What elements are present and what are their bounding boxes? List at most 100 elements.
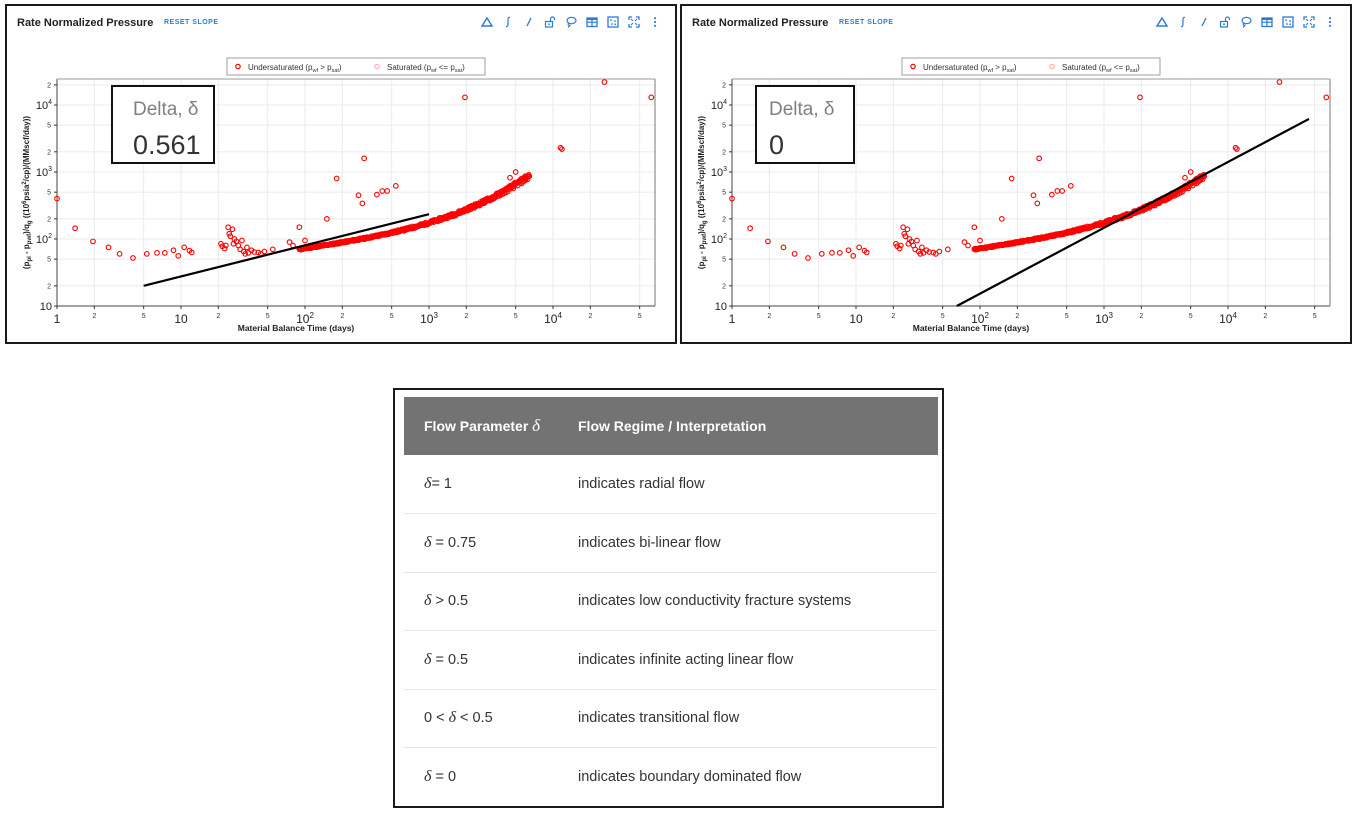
slope-line-icon[interactable] — [1198, 15, 1210, 29]
chart-panel-right: Rate Normalized Pressure RESET SLOPE 1 2 5… — [680, 4, 1352, 344]
delta-label: Delta, δ — [769, 99, 835, 120]
table-row: δ = 0 indicates boundary dominated flow — [404, 748, 938, 807]
interpretation-cell: indicates low conductivity fracture syst… — [578, 572, 938, 631]
svg-text:2: 2 — [47, 149, 51, 156]
x-axis-ticks: 1 2 5 10 2 5 102 2 5 103 2 5 104 2 5 — [729, 306, 1317, 326]
table-row: δ= 1 indicates radial flow — [404, 455, 938, 514]
table-row: δ > 0.5 indicates low conductivity fractu… — [404, 572, 938, 631]
svg-text:1: 1 — [729, 312, 736, 326]
svg-text:5: 5 — [722, 190, 726, 197]
more-vert-icon[interactable] — [1324, 15, 1336, 29]
delta-label: Delta, δ — [133, 99, 199, 120]
chart-toolbar — [481, 15, 661, 29]
svg-text:2: 2 — [47, 283, 51, 290]
reset-slope-button[interactable]: RESET SLOPE — [839, 19, 894, 26]
chart-legend: Undersaturated (pwf > psat) Saturated (pw… — [901, 57, 1161, 76]
flow-parameter-cell: δ= 1 — [404, 455, 578, 514]
svg-text:104: 104 — [544, 311, 562, 326]
svg-text:103: 103 — [420, 311, 438, 326]
header-flow-parameter: Flow Parameter δ — [424, 416, 541, 435]
svg-text:2: 2 — [1263, 313, 1267, 320]
table-icon[interactable] — [586, 15, 598, 29]
panel-title: Rate Normalized Pressure — [692, 17, 829, 29]
slope-fit-line — [956, 117, 1310, 307]
svg-text:2: 2 — [767, 313, 771, 320]
svg-text:10: 10 — [715, 301, 727, 313]
scatter-points — [729, 79, 1330, 261]
flow-parameter-cell: δ = 0 — [424, 768, 457, 785]
interpretation-cell: indicates boundary dominated flow — [578, 769, 802, 785]
svg-text:104: 104 — [1219, 311, 1237, 326]
flow-parameter-cell: δ = 0.75 — [404, 513, 578, 573]
chart-legend: Undersaturated (pwf > psat) Saturated (pw… — [226, 57, 486, 76]
svg-text:(ppi - ppwf)/qg ((106psia2/cp): (ppi - ppwf)/qg ((106psia2/cp)/(MMscf/da… — [22, 116, 33, 270]
unlock-icon[interactable] — [544, 15, 556, 29]
table-row: δ = 0.75 indicates bi-linear flow — [404, 513, 938, 573]
delta-annotation: Delta, δ 0 — [755, 85, 855, 164]
svg-text:2: 2 — [722, 283, 726, 290]
interpretation-cell: indicates radial flow — [578, 455, 938, 514]
chart-toolbar — [1156, 15, 1336, 29]
fullscreen-icon[interactable] — [628, 15, 640, 29]
svg-text:2: 2 — [464, 313, 468, 320]
reset-slope-button[interactable]: RESET SLOPE — [164, 19, 219, 26]
svg-text:10: 10 — [174, 312, 188, 326]
svg-text:103: 103 — [1095, 311, 1113, 326]
flow-regime-table: Flow Parameter δ Flow Regime / Interpret… — [404, 397, 938, 806]
flow-parameter-cell: 0 < δ < 0.5 — [404, 689, 578, 748]
triangle-icon[interactable] — [481, 15, 493, 29]
svg-text:2: 2 — [722, 82, 726, 89]
svg-text:5: 5 — [722, 123, 726, 130]
slope-fit-line — [143, 213, 430, 287]
interpretation-cell: indicates infinite acting linear flow — [578, 630, 938, 690]
delta-annotation: Delta, δ 0.561 — [111, 85, 215, 164]
integral-icon[interactable] — [502, 15, 514, 29]
svg-text:5: 5 — [390, 313, 394, 320]
flow-parameter-cell: δ = 0.5 — [404, 630, 578, 690]
svg-text:5: 5 — [47, 190, 51, 197]
table-icon[interactable] — [1261, 15, 1273, 29]
lasso-icon[interactable] — [1240, 15, 1252, 29]
scatter-points — [54, 79, 655, 261]
svg-text:Material Balance Time (days): Material Balance Time (days) — [238, 323, 355, 333]
select-box-icon[interactable] — [607, 15, 619, 29]
triangle-icon[interactable] — [1156, 15, 1168, 29]
svg-text:5: 5 — [47, 257, 51, 264]
table-row: 0 < δ < 0.5 indicates transitional flow — [404, 689, 938, 748]
svg-text:10: 10 — [40, 301, 52, 313]
svg-text:1: 1 — [54, 312, 61, 326]
select-box-icon[interactable] — [1282, 15, 1294, 29]
svg-text:Saturated (pwf <= psat): Saturated (pwf <= psat) — [1062, 63, 1140, 74]
fullscreen-icon[interactable] — [1303, 15, 1315, 29]
interpretation-cell: indicates bi-linear flow — [578, 513, 938, 573]
svg-text:5: 5 — [1189, 313, 1193, 320]
svg-text:Material Balance Time (days): Material Balance Time (days) — [913, 323, 1030, 333]
svg-text:Saturated (pwf <= psat): Saturated (pwf <= psat) — [387, 63, 465, 74]
svg-text:(ppi - ppwf)/qg ((106psia2/cp): (ppi - ppwf)/qg ((106psia2/cp)/(MMscf/da… — [697, 116, 708, 270]
svg-text:10: 10 — [849, 312, 863, 326]
svg-text:2: 2 — [588, 313, 592, 320]
svg-text:5: 5 — [722, 257, 726, 264]
more-vert-icon[interactable] — [649, 15, 661, 29]
svg-text:Undersaturated (pwf > psat): Undersaturated (pwf > psat) — [248, 63, 342, 74]
unlock-icon[interactable] — [1219, 15, 1231, 29]
table-header-row: Flow Parameter δ Flow Regime / Interpret… — [404, 397, 938, 455]
delta-value: 0 — [769, 130, 785, 160]
slope-line-icon[interactable] — [523, 15, 535, 29]
delta-value: 0.561 — [133, 130, 201, 160]
chart-panel-left: Rate Normalized Pressure RESET SLOPE 1 2 5… — [5, 4, 677, 344]
flow-regime-table-frame: Flow Parameter δ Flow Regime / Interpret… — [393, 388, 944, 808]
lasso-icon[interactable] — [565, 15, 577, 29]
svg-text:5: 5 — [47, 123, 51, 130]
svg-text:2: 2 — [340, 313, 344, 320]
svg-text:5: 5 — [142, 313, 146, 320]
table-row: δ = 0.5 indicates infinite acting linear … — [404, 630, 938, 690]
svg-text:Undersaturated (pwf > psat): Undersaturated (pwf > psat) — [923, 63, 1017, 74]
integral-icon[interactable] — [1177, 15, 1189, 29]
svg-text:2: 2 — [891, 313, 895, 320]
svg-text:5: 5 — [1065, 313, 1069, 320]
